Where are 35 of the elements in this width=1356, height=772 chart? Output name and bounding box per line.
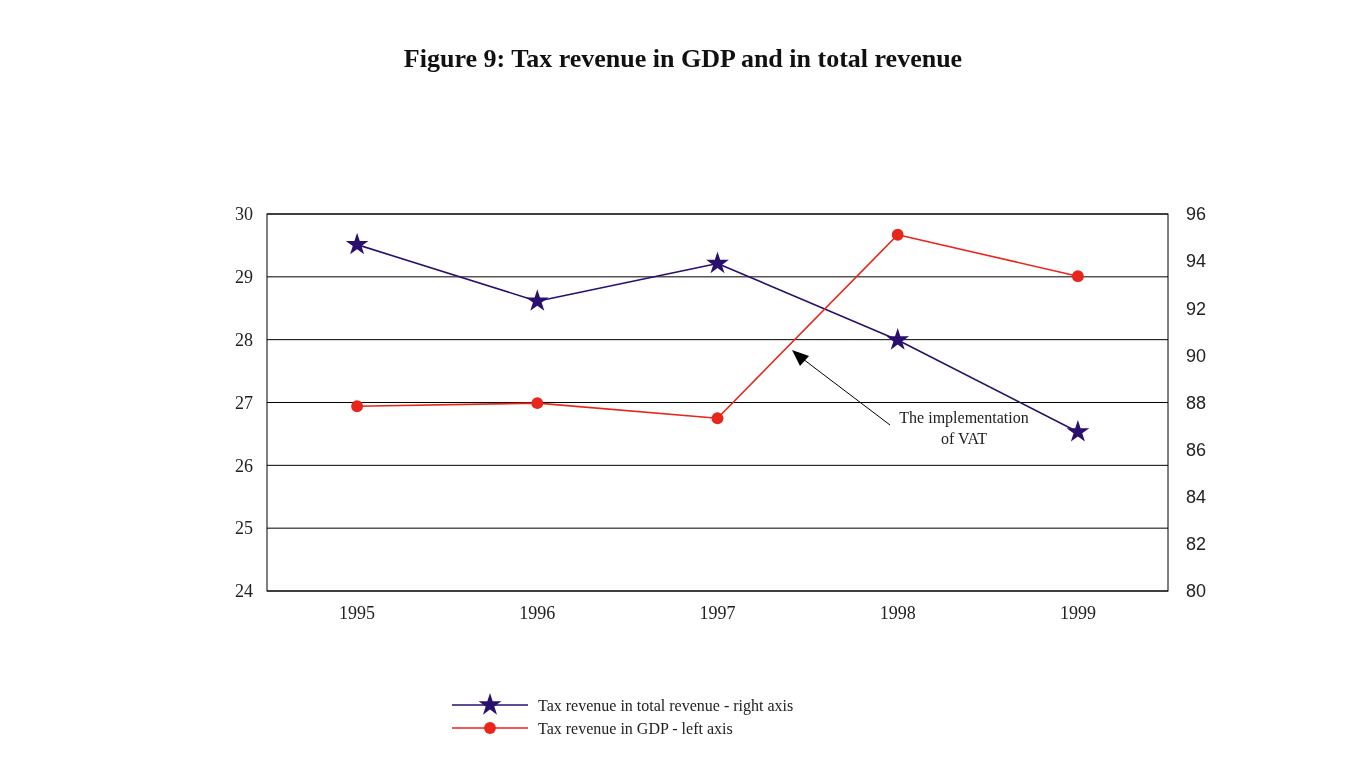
point (345, 232, 369, 255)
y2-tick-label: 80 (1186, 581, 1207, 602)
y2-tick-label: 94 (1186, 251, 1207, 272)
y2-tick-label: 86 (1186, 439, 1207, 460)
y-tick-label: 28 (235, 329, 253, 350)
point (886, 328, 910, 350)
point (531, 397, 544, 410)
point (1071, 270, 1084, 283)
x-tick-label: 1995 (339, 603, 376, 623)
y2-tick-label: 92 (1186, 298, 1207, 319)
y-tick-label: 24 (235, 581, 253, 602)
x-tick-label: 1998 (879, 603, 916, 623)
annotation: The implementation of VAT (899, 409, 1029, 447)
chart-title: Figure 9: Tax revenue in GDP and in total revenue (403, 44, 963, 73)
y2-tick-label: 88 (1186, 392, 1207, 413)
point (711, 412, 724, 425)
y-tick-label: 26 (235, 455, 253, 476)
point (351, 400, 364, 413)
y-tick-label: 27 (235, 392, 253, 413)
y2-tick-label: 84 (1186, 487, 1207, 508)
point (891, 228, 904, 241)
y-tick-label: 25 (235, 518, 253, 539)
point (525, 289, 549, 311)
y-tick-label: 29 (235, 267, 253, 288)
x-tick-label: 1996 (519, 603, 556, 623)
legend-label: Tax revenue in GDP - left axis (538, 719, 733, 737)
y2-tick-label: 90 (1186, 345, 1207, 366)
x-tick-label: 1999 (1059, 603, 1096, 623)
x-tick-label: 1997 (699, 603, 736, 623)
point (1066, 420, 1090, 442)
y2-tick-label: 96 (1186, 204, 1207, 225)
y2-tick-label: 82 (1186, 534, 1207, 555)
point (706, 251, 729, 274)
legend-label: Tax revenue in total revenue - right axis (538, 696, 794, 715)
y-tick-label: 30 (235, 204, 253, 225)
